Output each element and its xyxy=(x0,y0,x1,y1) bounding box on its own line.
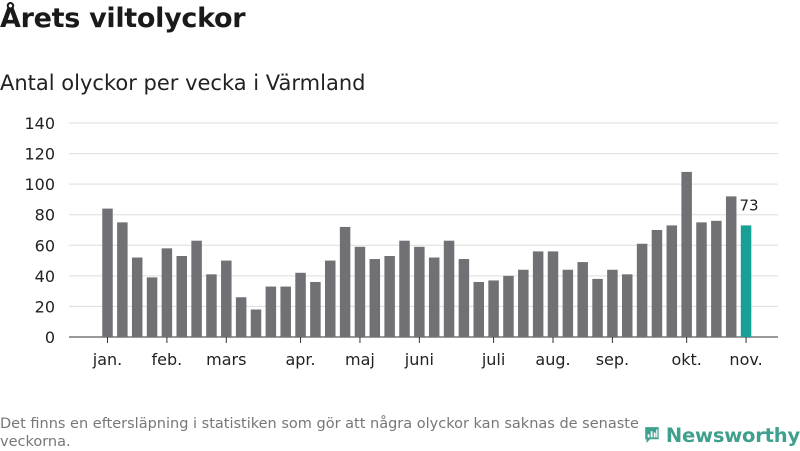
x-tick-label: juni xyxy=(404,350,434,369)
bar xyxy=(295,272,306,337)
bar xyxy=(592,278,603,337)
x-tick-label: sep. xyxy=(596,350,629,369)
bar xyxy=(102,208,113,337)
bar xyxy=(577,262,588,337)
x-tick-label: nov. xyxy=(729,350,762,369)
bar xyxy=(651,230,663,337)
bar xyxy=(117,222,128,337)
bar xyxy=(146,277,158,337)
bar xyxy=(562,269,574,337)
chart-title: Årets viltolyckor xyxy=(0,3,246,34)
bar xyxy=(547,251,559,337)
bar xyxy=(161,248,173,337)
y-tick-label: 120 xyxy=(24,145,55,164)
bar xyxy=(339,226,351,337)
bar xyxy=(384,255,395,337)
x-tick-label: feb. xyxy=(152,350,183,369)
bar xyxy=(443,240,455,337)
bar xyxy=(221,260,232,337)
bar xyxy=(725,196,737,337)
y-tick-label: 100 xyxy=(24,175,55,194)
bar xyxy=(488,280,499,337)
footnote: Det finns en eftersläpning i statistiken… xyxy=(0,416,639,450)
bar xyxy=(131,257,143,337)
x-tick-label: maj xyxy=(345,350,375,369)
x-tick-label: jan. xyxy=(92,350,122,369)
bar xyxy=(473,281,484,337)
bar xyxy=(681,171,692,337)
bar xyxy=(206,274,217,337)
bar xyxy=(711,220,722,337)
bar xyxy=(607,269,618,337)
x-tick-label: juli xyxy=(481,350,505,369)
newsworthy-logo[interactable]: Newsworthy xyxy=(644,419,800,451)
bar xyxy=(325,260,336,337)
x-tick-label: mars xyxy=(206,350,246,369)
bar xyxy=(414,246,425,337)
bar xyxy=(428,257,440,337)
x-tick-label: aug. xyxy=(535,350,570,369)
bar xyxy=(666,225,678,337)
bar xyxy=(280,286,291,337)
y-tick-label: 60 xyxy=(35,236,55,255)
y-tick-label: 20 xyxy=(35,297,55,316)
bar xyxy=(622,274,633,337)
bar xyxy=(458,259,470,337)
bar xyxy=(191,240,202,337)
bar xyxy=(696,222,707,337)
x-tick-label: apr. xyxy=(285,350,315,369)
data-label: 73 xyxy=(740,196,759,214)
brand-name: Newsworthy xyxy=(665,423,800,447)
bar-chart: 0 20 40 60 80 100 120 140 73 jan. feb. mars apr. maj j… xyxy=(24,114,778,369)
bar xyxy=(310,281,321,337)
bar xyxy=(265,286,277,337)
bar xyxy=(636,243,648,337)
bar-highlighted xyxy=(740,225,752,337)
y-tick-label: 0 xyxy=(45,328,55,347)
bar xyxy=(369,259,381,337)
bar xyxy=(532,251,544,337)
y-tick-label: 140 xyxy=(24,114,55,133)
y-tick-label: 40 xyxy=(35,267,55,286)
newsworthy-logo-icon xyxy=(645,427,659,443)
chart-subtitle: Antal olyckor per vecka i Värmland xyxy=(0,71,366,95)
bar xyxy=(176,255,187,337)
bar xyxy=(354,246,366,337)
bar xyxy=(250,309,262,337)
bar xyxy=(518,269,529,337)
x-tick-label: okt. xyxy=(671,350,701,369)
bar xyxy=(235,297,247,337)
y-tick-label: 80 xyxy=(35,206,55,225)
bar xyxy=(399,240,410,337)
bar xyxy=(503,275,514,337)
